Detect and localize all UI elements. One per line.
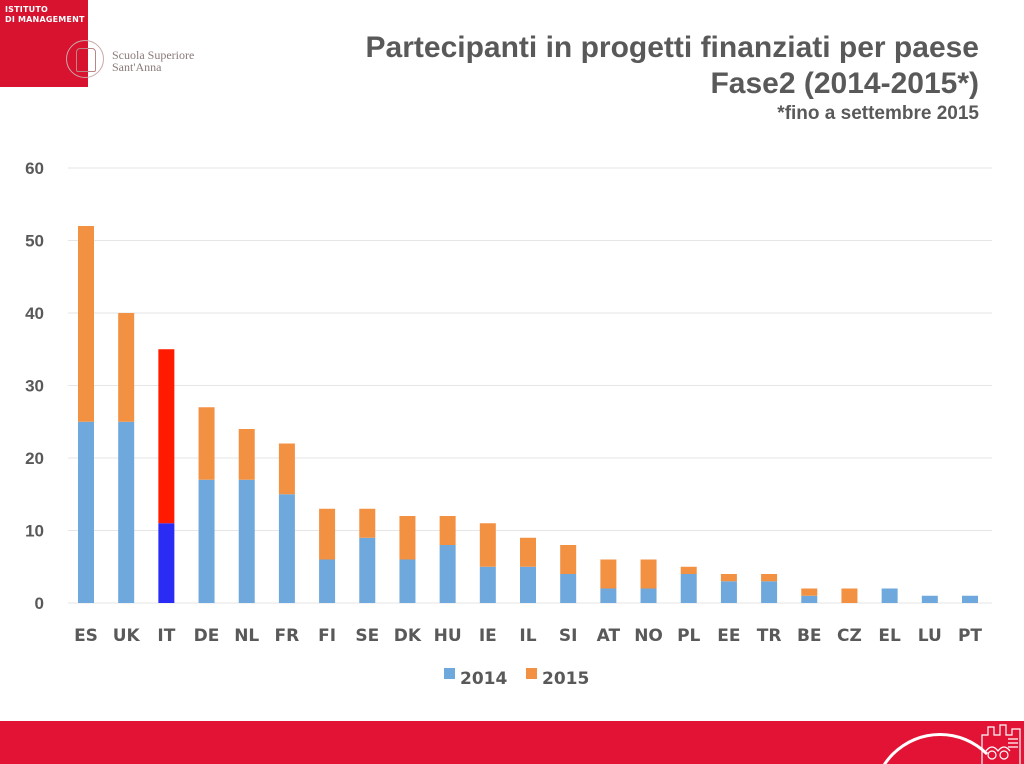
school-line2: Sant'Anna: [112, 60, 162, 74]
bar-EE-2015: [720, 574, 737, 582]
school-name: Scuola Superiore Sant'Anna: [112, 49, 194, 73]
stacked-bar-chart: 0 10 20 30 40 50 60 ES UK IT DE NL FR FI SE DK HU IE IL SI…: [25, 159, 992, 689]
x-tick-label: PL: [677, 626, 700, 646]
x-tick-label: HU: [434, 626, 462, 646]
x-tick-label: SI: [559, 626, 578, 646]
bar-IL-2015: [520, 537, 536, 567]
x-tick-label: EE: [717, 626, 740, 646]
y-tick-label: 30: [25, 377, 44, 396]
x-tick-label: SE: [355, 626, 379, 646]
bar-CZ-2015: [841, 588, 858, 603]
x-tick-label: CZ: [837, 626, 862, 646]
institute-line2: DI MANAGEMENT: [5, 15, 85, 24]
y-tick-label: 60: [25, 159, 44, 178]
bar-SI-2014: [560, 574, 577, 603]
bar-SI-2015: [560, 545, 577, 574]
x-tick-label: BE: [797, 626, 822, 646]
bar-FR-2015: [278, 443, 295, 495]
bar-EL-2014: [881, 588, 898, 603]
crest-icon: [981, 724, 1021, 764]
y-axis-ticks: 0 10 20 30 40 50 60: [25, 159, 44, 613]
x-tick-label: NO: [634, 626, 663, 646]
x-axis-ticks: ES UK IT DE NL FR FI SE DK HU IE IL SI AT NO PL EE TR BE CZ…: [74, 626, 982, 646]
bars: [78, 226, 978, 603]
x-tick-label: FI: [318, 626, 336, 646]
x-tick-label: IT: [157, 626, 175, 646]
bar-BE-2015: [801, 588, 818, 596]
gridlines: [68, 167, 992, 604]
bar-DE-2014: [198, 479, 215, 603]
institute-name: ISTITUTO DI MANAGEMENT: [5, 5, 85, 25]
bar-ES-2014: [78, 421, 94, 603]
bar-UK-2015: [118, 313, 135, 422]
bar-FI-2014: [319, 559, 336, 603]
chart-note: *fino a settembre 2015: [777, 103, 979, 124]
x-tick-label: AT: [597, 626, 621, 646]
x-tick-label: UK: [113, 626, 141, 646]
footer-band: [0, 721, 1024, 764]
bar-FI-2015: [319, 508, 336, 560]
x-tick-label: PT: [958, 626, 982, 646]
bar-IT-2014: [158, 523, 175, 603]
bar-NO-2014: [640, 588, 657, 603]
bar-FR-2014: [278, 494, 295, 603]
bar-PL-2014: [680, 574, 697, 603]
x-tick-label: DE: [194, 626, 220, 646]
x-tick-label: EL: [878, 626, 901, 646]
bar-HU-2015: [439, 516, 456, 545]
bar-PT-2014: [962, 595, 978, 603]
bar-ES-2015: [78, 226, 94, 422]
y-tick-label: 50: [25, 232, 44, 251]
y-tick-label: 10: [25, 522, 44, 541]
chart-subtitle: Fase2 (2014-2015*): [710, 67, 979, 100]
bar-IE-2014: [479, 566, 496, 603]
bar-NL-2014: [238, 479, 255, 603]
x-tick-label: FR: [275, 626, 300, 646]
bar-TR-2015: [761, 574, 778, 582]
x-tick-label: LU: [918, 626, 942, 646]
bar-IE-2015: [479, 523, 496, 567]
bar-UK-2014: [118, 421, 135, 603]
bar-DK-2015: [399, 516, 416, 560]
bar-SE-2014: [359, 537, 376, 603]
x-tick-label: NL: [234, 626, 259, 646]
x-tick-label: IL: [519, 626, 536, 646]
legend-label-2014: 2014: [460, 669, 507, 689]
bar-AT-2015: [600, 559, 617, 589]
y-tick-label: 40: [25, 304, 44, 323]
bar-TR-2014: [761, 581, 778, 603]
bar-AT-2014: [600, 588, 617, 603]
bar-LU-2014: [921, 595, 938, 603]
chart-title-block: Partecipanti in progetti finanziati per …: [366, 30, 979, 126]
x-tick-label: DK: [394, 626, 422, 646]
bar-NO-2015: [640, 559, 657, 589]
bar-HU-2014: [439, 545, 456, 603]
legend-swatch-2014: [444, 668, 455, 679]
bar-DE-2015: [198, 407, 215, 480]
bar-EE-2014: [720, 581, 737, 603]
legend: 2014 2015: [444, 668, 589, 689]
x-tick-label: ES: [74, 626, 98, 646]
bar-IL-2014: [520, 566, 536, 603]
school-line1: Scuola Superiore: [112, 48, 195, 62]
bar-BE-2014: [801, 595, 818, 603]
bar-IT-2015: [158, 349, 175, 524]
legend-swatch-2015: [526, 668, 537, 679]
bar-NL-2015: [238, 429, 255, 480]
y-tick-label: 0: [35, 594, 44, 613]
x-tick-label: TR: [757, 626, 782, 646]
y-tick-label: 20: [25, 449, 44, 468]
bar-SE-2015: [359, 508, 376, 538]
chart-title: Partecipanti in progetti finanziati per …: [365, 31, 979, 64]
institute-line1: ISTITUTO: [5, 5, 48, 14]
school-seal-icon: [66, 40, 104, 78]
bar-PL-2015: [680, 566, 697, 574]
x-tick-label: IE: [479, 626, 497, 646]
legend-label-2015: 2015: [542, 669, 589, 689]
bar-DK-2014: [399, 559, 416, 603]
